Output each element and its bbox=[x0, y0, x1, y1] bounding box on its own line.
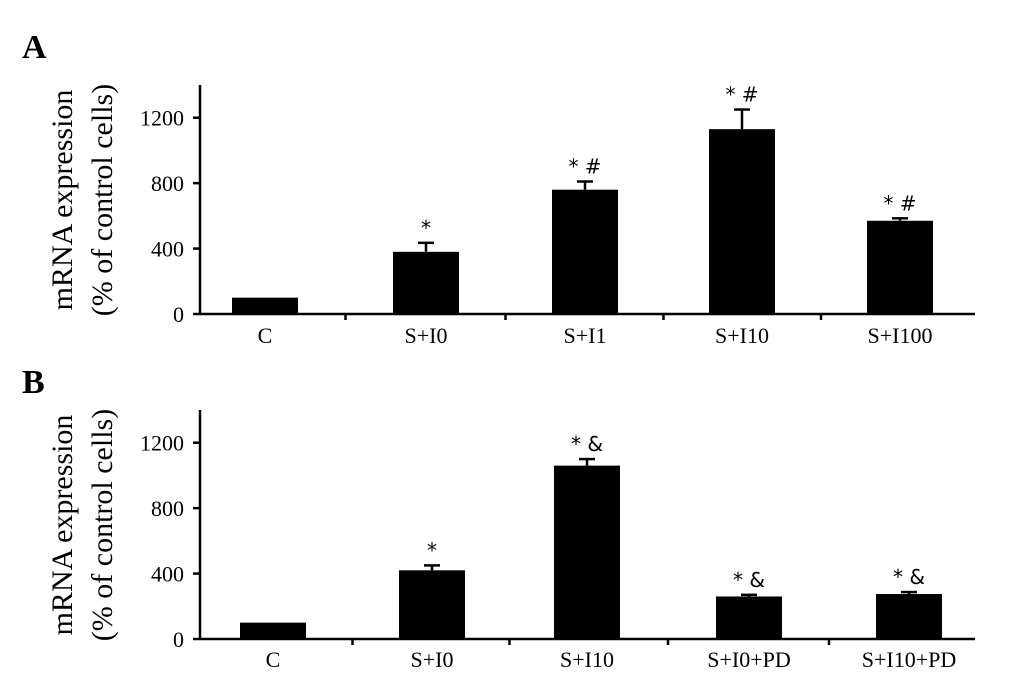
panel-a-ylabel-line-2: (% of control cells) bbox=[86, 84, 119, 316]
panel-a-category-label-1: S+I0 bbox=[405, 323, 448, 348]
panel-a-bar-0 bbox=[232, 297, 298, 314]
panel-a-ytick-label-0: 0 bbox=[173, 302, 184, 327]
panel-a-ytick-label-800: 800 bbox=[151, 171, 184, 196]
panel-b-annotation-2: * & bbox=[571, 432, 603, 456]
panel-a-ylabel-line-1: mRNA expression bbox=[46, 90, 79, 311]
panel-a-annotation-1: * bbox=[421, 216, 431, 240]
panel-a-category-label-0: C bbox=[258, 323, 273, 348]
panel-a-bar-3 bbox=[709, 129, 775, 314]
panel-a-annotation-2: * # bbox=[568, 155, 601, 179]
panel-b-category-label-2: S+I10 bbox=[560, 647, 614, 672]
panel-b-ytick-label-800: 800 bbox=[151, 496, 184, 521]
panel-a-category-label-4: S+I100 bbox=[868, 323, 933, 348]
panel-b-category-label-4: S+I10+PD bbox=[862, 647, 957, 672]
panel-a-letter: A bbox=[22, 29, 47, 66]
panel-b-ylabel-line-1: mRNA expression bbox=[46, 415, 79, 636]
panel-a-bar-2 bbox=[552, 189, 618, 314]
panel-b-category-label-1: S+I0 bbox=[411, 647, 454, 672]
panel-b-letter: B bbox=[22, 364, 45, 401]
panel-b-bar-3 bbox=[716, 596, 782, 639]
panel-b-bar-2 bbox=[554, 465, 620, 639]
panel-b-category-label-0: C bbox=[266, 647, 281, 672]
panel-b-annotation-1: * bbox=[427, 538, 437, 562]
panel-b-annotation-4: * & bbox=[893, 565, 925, 589]
panel-b-bar-4 bbox=[876, 594, 942, 639]
panel-a-annotation-3: * # bbox=[725, 83, 758, 107]
panel-b-ytick-label-1200: 1200 bbox=[140, 431, 184, 456]
panel-b-category-label-3: S+I0+PD bbox=[707, 647, 791, 672]
panel-a-annotation-4: * # bbox=[883, 191, 916, 215]
panel-a-bar-1 bbox=[393, 251, 459, 314]
panel-a-ytick-label-400: 400 bbox=[151, 237, 184, 262]
panel-a-category-label-3: S+I10 bbox=[715, 323, 769, 348]
panel-b-annotation-3: * & bbox=[733, 568, 765, 592]
panel-b-ylabel-line-2: (% of control cells) bbox=[86, 409, 119, 641]
panel-b-ytick-label-0: 0 bbox=[173, 627, 184, 652]
panel-a-bar-4 bbox=[867, 220, 933, 314]
panel-a-category-label-2: S+I1 bbox=[564, 323, 607, 348]
panel-b-ytick-label-400: 400 bbox=[151, 562, 184, 587]
panel-b-bar-0 bbox=[240, 622, 306, 639]
panel-b-bar-1 bbox=[399, 570, 465, 639]
panel-a-ytick-label-1200: 1200 bbox=[140, 106, 184, 131]
